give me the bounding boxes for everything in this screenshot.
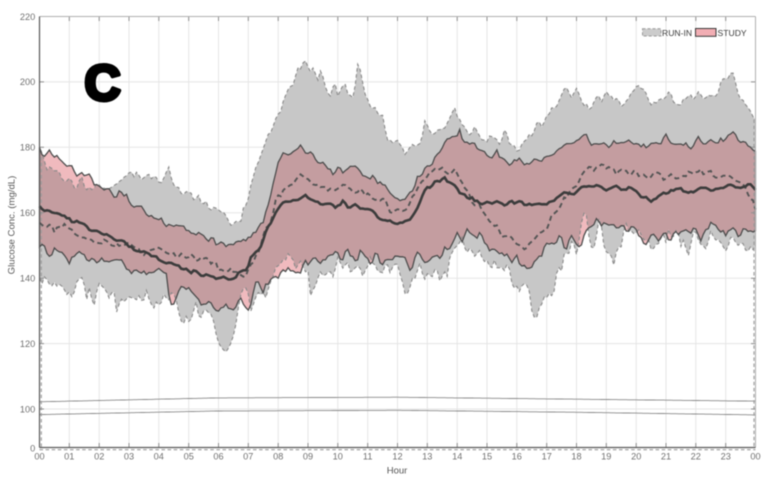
svg-text:14: 14	[452, 452, 462, 462]
svg-text:13: 13	[422, 452, 432, 462]
svg-text:03: 03	[124, 452, 134, 462]
svg-text:00: 00	[750, 452, 760, 462]
svg-text:0: 0	[30, 444, 35, 454]
svg-text:02: 02	[94, 452, 104, 462]
svg-text:220: 220	[20, 12, 35, 22]
svg-text:C: C	[85, 55, 121, 111]
svg-text:15: 15	[482, 452, 492, 462]
svg-text:22: 22	[691, 452, 701, 462]
svg-text:RUN-IN: RUN-IN	[662, 28, 692, 38]
svg-text:20: 20	[631, 452, 641, 462]
svg-text:Hour: Hour	[387, 466, 408, 477]
svg-text:09: 09	[303, 452, 313, 462]
svg-text:Glucose Conc. (mg/dL): Glucose Conc. (mg/dL)	[7, 176, 18, 275]
svg-text:00: 00	[34, 452, 44, 462]
svg-text:07: 07	[243, 452, 253, 462]
svg-text:17: 17	[542, 452, 552, 462]
svg-text:16: 16	[512, 452, 522, 462]
svg-text:08: 08	[273, 452, 283, 462]
svg-text:STUDY: STUDY	[718, 28, 747, 38]
svg-text:140: 140	[20, 274, 35, 284]
svg-text:06: 06	[213, 452, 223, 462]
svg-text:200: 200	[20, 77, 35, 87]
svg-text:19: 19	[601, 452, 611, 462]
svg-text:05: 05	[184, 452, 194, 462]
svg-text:180: 180	[20, 143, 35, 153]
svg-text:120: 120	[20, 339, 35, 349]
svg-text:10: 10	[333, 452, 343, 462]
svg-text:12: 12	[392, 452, 402, 462]
svg-text:18: 18	[571, 452, 581, 462]
svg-text:21: 21	[661, 452, 671, 462]
svg-text:04: 04	[154, 452, 164, 462]
svg-text:160: 160	[20, 208, 35, 218]
svg-text:11: 11	[363, 452, 373, 462]
svg-text:23: 23	[721, 452, 731, 462]
svg-text:01: 01	[64, 452, 74, 462]
svg-text:100: 100	[20, 404, 35, 414]
